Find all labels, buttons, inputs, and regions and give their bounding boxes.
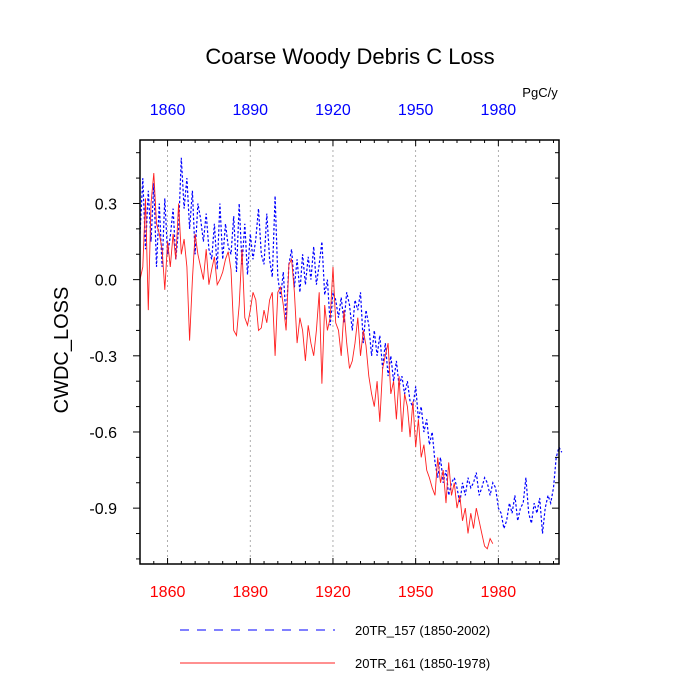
top-x-tick-label: 1890 (232, 102, 268, 119)
y-tick-label: 0.3 (95, 196, 117, 213)
legend-label-20tr-157: 20TR_157 (1850-2002) (355, 623, 490, 638)
y-tick-labels: 0.3 0.0 -0.3 -0.6 -0.9 (89, 196, 117, 518)
top-x-tick-label: 1980 (481, 102, 517, 119)
top-x-tick-labels: 1860 1890 1920 1950 1980 (150, 102, 516, 119)
units-label: PgC/y (522, 85, 558, 100)
legend: 20TR_157 (1850-2002) 20TR_161 (1850-1978… (180, 623, 490, 671)
bottom-x-tick-label: 1980 (481, 584, 517, 601)
top-x-tick-label: 1920 (315, 102, 351, 119)
plot-frame (139, 139, 560, 565)
bottom-x-tick-label: 1860 (150, 584, 186, 601)
y-tick-label: -0.9 (89, 501, 117, 518)
bottom-x-tick-label: 1890 (232, 584, 268, 601)
series-group (139, 157, 563, 550)
bottom-x-tick-label: 1950 (398, 584, 434, 601)
y-tick-label: -0.6 (89, 425, 117, 442)
bottom-x-tick-label: 1920 (315, 584, 351, 601)
top-x-tick-label: 1950 (398, 102, 434, 119)
series-line-20tr-161 (139, 172, 494, 550)
grid-lines (167, 140, 499, 564)
legend-label-20tr-161: 20TR_161 (1850-1978) (355, 656, 490, 671)
axis-ticks (133, 140, 559, 564)
y-tick-label: -0.3 (89, 349, 117, 366)
y-tick-label: 0.0 (95, 273, 117, 290)
top-x-tick-label: 1860 (150, 102, 186, 119)
series-line-20tr-157 (139, 157, 563, 534)
y-axis-label: CWDC_LOSS (51, 287, 73, 414)
bottom-x-tick-labels: 1860 1890 1920 1950 1980 (150, 584, 516, 601)
chart-title: Coarse Woody Debris C Loss (205, 44, 494, 69)
